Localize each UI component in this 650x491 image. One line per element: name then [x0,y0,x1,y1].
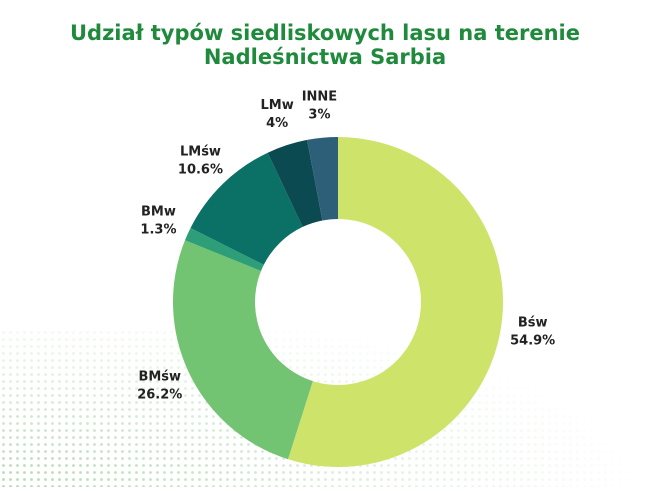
donut-slice [287,137,504,467]
slice-category-label: LMśw [180,144,221,159]
donut-slice [190,152,303,265]
donut-slice [184,228,264,271]
donut-slice [267,139,323,227]
slice-category-label: LMw [261,98,294,113]
slice-category-label: Bśw [518,316,548,331]
slice-category-label: BMśw [138,369,181,384]
slice-value-label: 1.3% [140,222,176,237]
slice-value-label: 54.9% [510,334,555,349]
slice-category-label: BMw [141,204,176,219]
chart-title: Udział typów siedliskowych lasu na teren… [70,21,580,45]
chart-title: Nadleśnictwa Sarbia [204,45,446,69]
slice-value-label: 26.2% [137,387,182,402]
donut-slice [172,240,313,460]
slice-value-label: 3% [308,107,330,122]
slice-value-label: 10.6% [178,162,223,177]
slice-category-label: INNE [302,89,337,104]
slice-value-label: 4% [266,116,288,131]
donut-slice [307,137,338,221]
